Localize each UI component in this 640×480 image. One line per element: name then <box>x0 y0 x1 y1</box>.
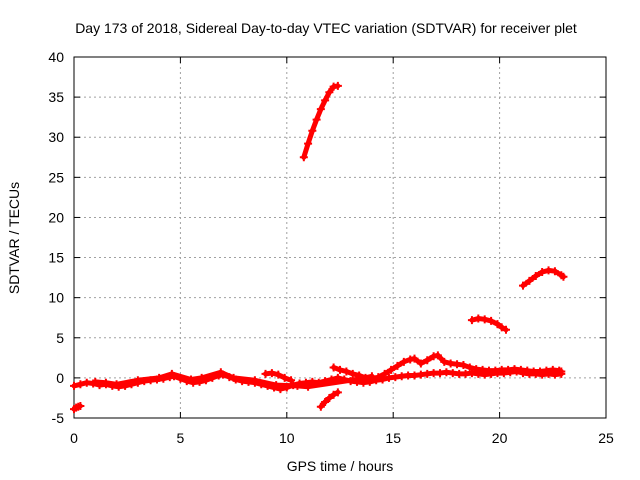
y-tick-label: 25 <box>48 169 64 185</box>
data-point <box>101 378 110 387</box>
data-point <box>321 96 330 105</box>
data-point <box>348 369 357 378</box>
data-point <box>280 373 289 382</box>
data-point <box>329 363 338 372</box>
data-point <box>410 354 419 363</box>
data-point <box>267 369 276 378</box>
data-point <box>519 281 528 290</box>
data-series <box>519 266 568 290</box>
data-point <box>416 359 425 368</box>
x-tick-label: 5 <box>177 430 185 446</box>
x-tick-label: 0 <box>70 430 78 446</box>
y-tick-label: 10 <box>48 290 64 306</box>
data-series <box>316 388 342 411</box>
data-series <box>70 401 85 414</box>
data-point <box>387 365 396 374</box>
data-point <box>459 361 468 370</box>
data-point <box>167 369 176 378</box>
data-series <box>91 368 376 391</box>
data-point <box>91 377 100 386</box>
data-point <box>367 372 376 381</box>
data-point <box>316 105 325 114</box>
data-point <box>274 370 283 379</box>
data-point <box>112 380 121 389</box>
data-point <box>229 373 238 382</box>
x-tick-label: 20 <box>492 430 508 446</box>
data-point <box>216 368 225 377</box>
x-tick-label: 25 <box>598 430 614 446</box>
data-series <box>299 81 342 162</box>
y-tick-label: 35 <box>48 89 64 105</box>
data-point <box>304 382 313 391</box>
data-point <box>497 323 506 332</box>
data-point <box>493 320 502 329</box>
data-point <box>525 276 534 285</box>
data-point <box>399 357 408 366</box>
y-tick-label: 30 <box>48 129 64 145</box>
data-point <box>393 361 402 370</box>
chart-title: Day 173 of 2018, Sidereal Day-to-day VTE… <box>75 20 577 36</box>
data-point <box>325 88 334 97</box>
y-tick-label: 0 <box>56 370 64 386</box>
x-tick-label: 10 <box>279 430 295 446</box>
data-point <box>272 381 281 390</box>
data-point <box>329 390 338 399</box>
data-point <box>550 267 559 276</box>
data-point <box>250 376 259 385</box>
data-point <box>423 356 432 365</box>
data-point <box>133 376 142 385</box>
data-point <box>333 81 342 90</box>
data-point <box>299 153 308 162</box>
y-tick-label: 15 <box>48 250 64 266</box>
data-point <box>76 380 85 389</box>
data-point <box>487 316 496 325</box>
data-point <box>312 115 321 124</box>
y-tick-label: 5 <box>56 330 64 346</box>
data-point <box>321 397 330 406</box>
data-point <box>357 374 366 383</box>
y-tick-label: -5 <box>52 410 65 426</box>
data-point <box>287 376 296 385</box>
data-point <box>501 325 510 334</box>
y-axis: -5 0 5 10 15 20 25 30 35 40 <box>48 49 606 426</box>
data-point <box>440 357 449 366</box>
x-axis: 0 5 10 15 20 25 <box>70 57 614 446</box>
data-point <box>304 139 313 148</box>
data-point <box>380 369 389 378</box>
y-tick-label: 40 <box>48 49 64 65</box>
y-axis-label: SDTVAR / TECUs <box>6 182 22 294</box>
data-point <box>155 373 164 382</box>
data-series <box>467 314 510 334</box>
data-trace-segment <box>305 376 364 390</box>
data-point <box>559 272 568 281</box>
data-point <box>531 272 540 281</box>
data-point <box>197 373 206 382</box>
data-series <box>261 369 296 385</box>
data-point <box>293 381 302 390</box>
x-tick-label: 15 <box>385 430 401 446</box>
data-point <box>342 367 351 376</box>
x-axis-label: GPS time / hours <box>287 458 394 474</box>
data-point <box>76 401 85 410</box>
data-point <box>557 367 566 376</box>
data-point <box>465 363 474 372</box>
data-point <box>538 267 547 276</box>
grid-lines <box>74 57 606 418</box>
data-point <box>70 381 78 390</box>
data-point <box>316 402 325 411</box>
plot-frame <box>73 56 607 419</box>
data-point <box>187 375 196 384</box>
data-point <box>325 393 334 402</box>
data-point <box>336 365 344 374</box>
data-point <box>433 351 442 360</box>
data-point <box>308 126 317 135</box>
data-points <box>70 81 568 414</box>
data-point <box>467 316 476 325</box>
data-point <box>480 315 489 324</box>
data-point <box>333 388 342 397</box>
y-tick-label: 20 <box>48 209 64 225</box>
